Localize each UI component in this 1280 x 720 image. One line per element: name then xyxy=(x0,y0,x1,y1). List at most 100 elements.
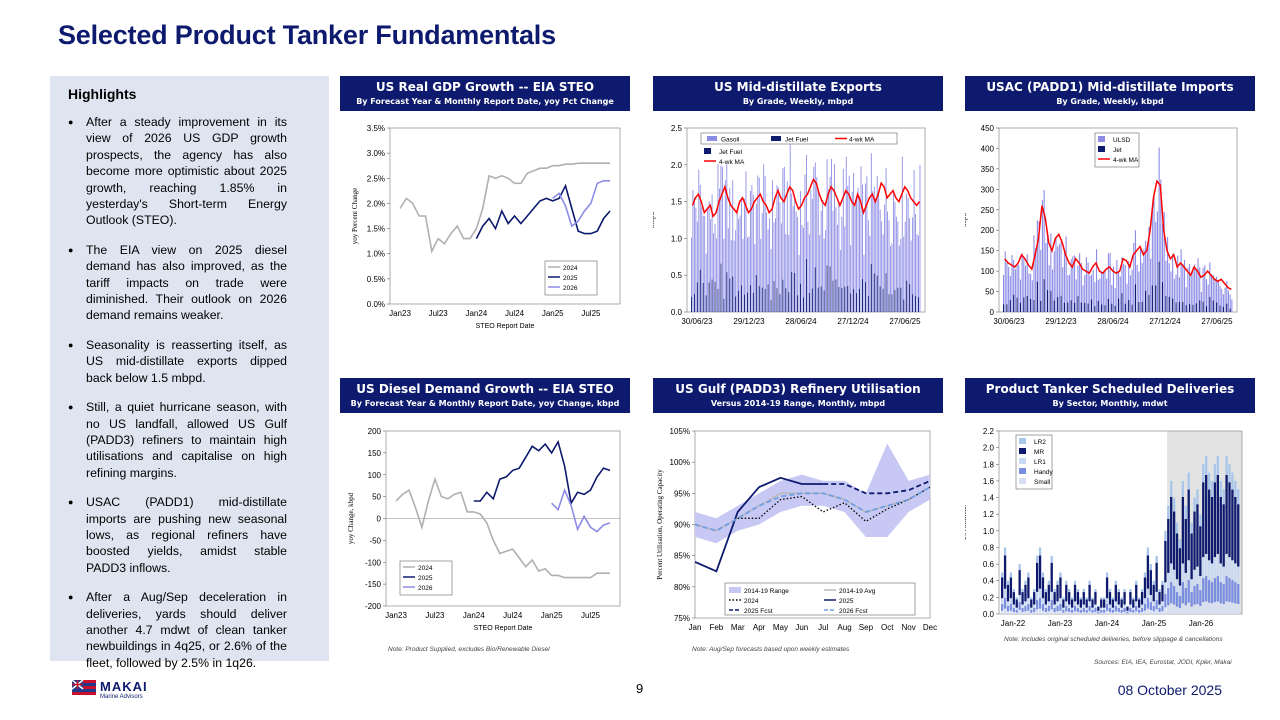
delivery-bar-segment xyxy=(1170,563,1173,583)
x-tick-label: Jan-23 xyxy=(1048,619,1073,628)
weekly-bar-jet xyxy=(711,279,713,312)
delivery-bar-segment xyxy=(1158,592,1161,605)
legend-box xyxy=(724,582,916,616)
weekly-bar-jet xyxy=(817,287,819,312)
weekly-bar xyxy=(1082,285,1084,312)
y-tick-label: 50 xyxy=(985,288,994,297)
weekly-bar xyxy=(1148,226,1150,312)
weekly-bar xyxy=(845,156,847,312)
delivery-bar-segment xyxy=(1172,586,1176,605)
weekly-bar-jet xyxy=(1053,300,1055,312)
delivery-bar-segment xyxy=(1024,601,1027,607)
weekly-bar xyxy=(1229,294,1231,312)
delivery-bar-segment xyxy=(1161,584,1164,602)
weekly-bar xyxy=(1070,259,1072,312)
delivery-bar-segment xyxy=(1018,564,1021,571)
weekly-bar xyxy=(828,188,829,312)
x-tick-label: Jan24 xyxy=(465,309,487,318)
weekly-bar xyxy=(891,243,893,312)
delivery-bar-segment xyxy=(1199,576,1202,591)
weekly-bar-jet xyxy=(862,279,863,312)
weekly-bar-jet xyxy=(1080,302,1082,312)
weekly-bar xyxy=(918,235,919,312)
weekly-bar xyxy=(872,191,874,312)
delivery-bar-segment xyxy=(1094,608,1097,613)
delivery-bar-segment xyxy=(1216,455,1219,475)
delivery-bar-segment xyxy=(1181,563,1185,583)
weekly-bar-jet xyxy=(800,283,801,312)
weekly-bar xyxy=(708,201,710,312)
weekly-bar-jet xyxy=(1229,308,1231,312)
delivery-bar-segment xyxy=(1175,606,1179,614)
weekly-bar xyxy=(1104,270,1106,312)
delivery-bar-segment xyxy=(1170,582,1173,604)
delivery-bar-segment xyxy=(1073,606,1077,612)
weekly-bar-jet xyxy=(782,279,784,312)
weekly-bar xyxy=(816,177,818,312)
weekly-bar xyxy=(901,156,903,312)
weekly-bar xyxy=(730,240,732,312)
delivery-bar-segment xyxy=(1070,597,1074,600)
delivery-bar-segment xyxy=(1012,604,1015,609)
weekly-bar xyxy=(710,219,712,312)
weekly-bar xyxy=(770,249,772,312)
weekly-bar-jet xyxy=(693,293,695,312)
delivery-bar-segment xyxy=(1091,607,1094,611)
weekly-bar-jet xyxy=(788,292,790,312)
y-tick-label: 200 xyxy=(368,427,382,436)
delivery-bar-segment xyxy=(1085,612,1088,614)
delivery-bar-segment xyxy=(1030,597,1033,600)
weekly-bar xyxy=(884,204,886,312)
delivery-bar-segment xyxy=(1149,564,1152,571)
delivery-bar-segment xyxy=(1225,553,1228,577)
weekly-bar xyxy=(829,176,831,312)
deliveries-chart-subtitle: By Sector, Monthly, mdwt xyxy=(1052,399,1168,408)
refinery-chart-subtitle: Versus 2014-19 Range, Monthly, mbpd xyxy=(710,399,886,408)
x-tick-label: Jan-24 xyxy=(1095,619,1120,628)
y-tick-label: 1.4 xyxy=(983,494,995,503)
weekly-bar xyxy=(1094,282,1096,312)
y-axis-label: mbpd xyxy=(653,212,656,228)
delivery-bar-segment xyxy=(1222,584,1225,605)
weekly-bar-jet xyxy=(1185,305,1187,312)
delivery-bar-segment xyxy=(1219,582,1222,604)
delivery-bar-segment xyxy=(1190,579,1193,593)
moving-average-line xyxy=(691,178,921,218)
delivery-bar-segment xyxy=(1070,607,1074,611)
weekly-bar xyxy=(819,235,821,312)
delivery-bar-segment xyxy=(1006,601,1010,607)
delivery-bar-segment xyxy=(1006,584,1010,602)
delivery-bar-segment xyxy=(1132,612,1135,614)
delivery-bar-segment xyxy=(1114,611,1117,614)
delivery-bar-segment xyxy=(1231,602,1234,614)
weekly-bar-jet xyxy=(900,287,902,312)
weekly-bar xyxy=(698,169,700,312)
legend-label: 2026 Fcst xyxy=(839,608,868,615)
weekly-bar xyxy=(1214,278,1216,312)
weekly-bar xyxy=(1008,267,1010,312)
x-tick-label: Jul25 xyxy=(581,309,601,318)
weekly-bar xyxy=(813,166,815,312)
weekly-bar xyxy=(1048,265,1050,312)
y-tick-label: 2.5 xyxy=(671,124,683,133)
weekly-bar xyxy=(863,254,865,312)
delivery-bar-segment xyxy=(1120,597,1123,600)
weekly-bar xyxy=(1136,265,1138,312)
delivery-bar-segment xyxy=(1175,533,1179,580)
weekly-bar xyxy=(1180,249,1182,312)
weekly-bar xyxy=(1185,287,1187,312)
delivery-bar-segment xyxy=(1184,588,1187,606)
delivery-bar-segment xyxy=(1094,612,1097,614)
legend-label: Handy xyxy=(1034,469,1054,476)
delivery-bar-segment xyxy=(1091,612,1094,614)
delivery-bar-segment xyxy=(1053,612,1056,614)
weekly-bar xyxy=(1170,271,1172,312)
y-tick-label: -50 xyxy=(369,536,381,545)
weekly-bar xyxy=(1173,278,1175,312)
page-number: 9 xyxy=(636,681,644,696)
legend-swatch xyxy=(1019,448,1026,454)
weekly-bar xyxy=(719,188,720,312)
delivery-bar-segment xyxy=(1030,610,1033,613)
y-tick-label: 0.0 xyxy=(671,308,683,317)
y-tick-label: 0.5% xyxy=(367,275,385,284)
